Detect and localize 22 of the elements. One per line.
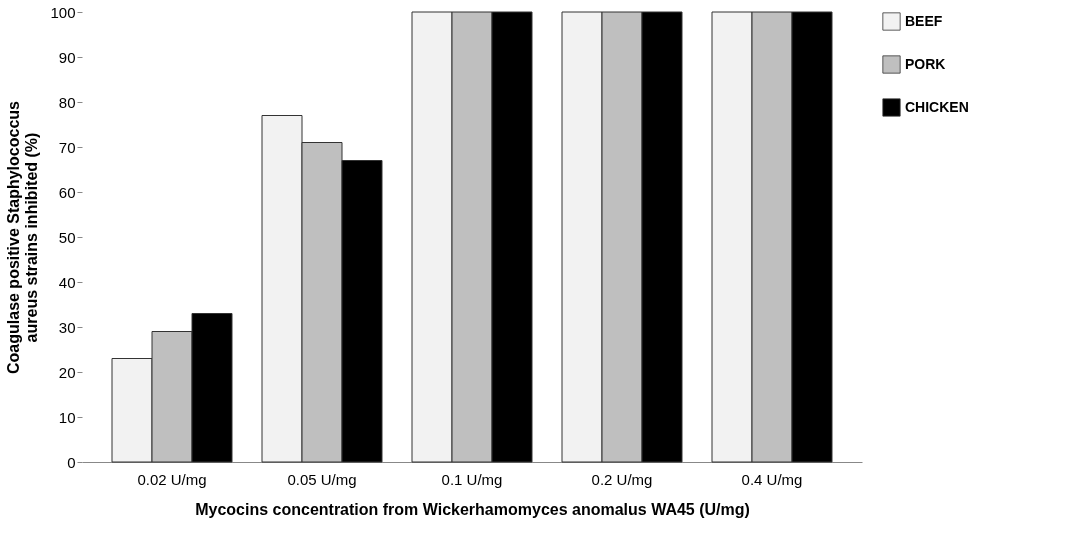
y-tick-label: 10 [58, 408, 76, 426]
y-tick-label: 90 [58, 48, 76, 66]
x-tick-label: 0.2 U/mg [591, 470, 653, 488]
y-tick-label: 50 [58, 228, 76, 246]
y-tick-label: 20 [58, 363, 76, 381]
text: aureus strains inhibited (%) [23, 132, 41, 343]
y-tick-label: 40 [58, 273, 76, 291]
legend-label: BEEF [905, 12, 943, 29]
y-tick-label: 30 [58, 318, 76, 336]
y-tick-label: 70 [58, 138, 76, 156]
x-tick-label: 0.1 U/mg [441, 470, 503, 488]
legend-label: PORK [905, 55, 946, 72]
x-axis-title: Mycocins concentration from Wickerhamomyces anomalus WA45 (U/mg) [195, 500, 750, 518]
x-tick-label: 0.02 U/mg [137, 470, 207, 488]
x-tick-label: 0.05 U/mg [287, 470, 357, 488]
y-tick-label: 0 [67, 453, 76, 471]
x-tick-label: 0.4 U/mg [741, 470, 803, 488]
y-tick-label: 80 [58, 93, 76, 111]
text: Coagulase positive Staphylococcus [5, 101, 23, 374]
y-tick-label: 100 [50, 3, 76, 21]
legend-label: CHICKEN [905, 98, 969, 115]
y-tick-label: 60 [58, 183, 76, 201]
